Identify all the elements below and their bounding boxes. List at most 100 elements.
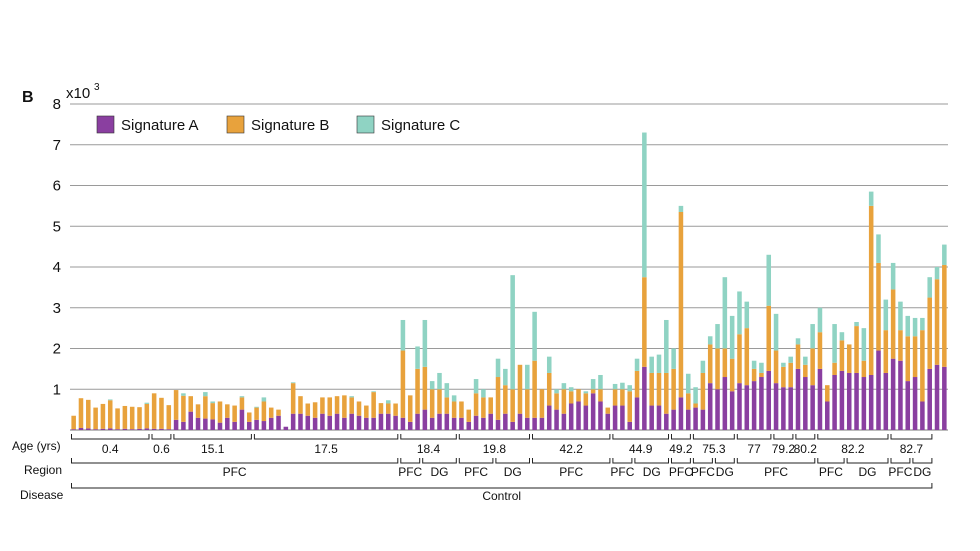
bar-segment-signature-c — [876, 234, 881, 263]
bar-segment-signature-a — [451, 417, 457, 430]
y-tick-label: 2 — [53, 341, 61, 358]
bar-segment-signature-a — [444, 413, 450, 430]
bar-segment-signature-a — [700, 409, 706, 431]
bar-segment-signature-a — [898, 360, 903, 430]
region-group-bracket — [400, 458, 421, 464]
region-group-label: PFC — [559, 465, 583, 479]
bar-segment-signature-b — [517, 364, 523, 414]
bar-segment-signature-b — [554, 393, 559, 410]
bar-segment-signature-b — [707, 344, 713, 384]
bar-segment-signature-b — [510, 389, 515, 422]
panel-label: B — [22, 89, 34, 106]
bar-segment-signature-a — [729, 391, 735, 430]
bar-segment-signature-a — [766, 370, 772, 430]
bar-segment-signature-b — [744, 328, 750, 386]
legend-swatch-signature-a — [96, 115, 115, 134]
bar-segment-signature-a — [407, 421, 413, 430]
bar-segment-signature-b — [810, 348, 815, 386]
bar-segment-signature-b — [86, 399, 91, 429]
bar-segment-signature-b — [503, 385, 508, 414]
bar-segment-signature-c — [290, 382, 296, 384]
bar-segment-signature-b — [832, 362, 837, 375]
y-tick-label: 1 — [53, 381, 61, 398]
bar-segment-signature-b — [100, 403, 106, 429]
bar-segment-signature-b — [407, 395, 413, 422]
bar-segment-signature-a — [759, 377, 764, 430]
bar-segment-signature-a — [568, 403, 574, 430]
bar-segment-signature-c — [781, 362, 786, 367]
bar-segment-signature-b — [861, 360, 867, 378]
age-group-bracket — [817, 434, 889, 440]
bar-segment-signature-c — [532, 311, 537, 361]
age-group-bracket — [400, 434, 457, 440]
bar-segment-signature-b — [568, 391, 574, 404]
legend-label-signature-b: Signature B — [251, 117, 329, 134]
bar-segment-signature-a — [854, 372, 859, 430]
bar-segment-signature-a — [773, 383, 779, 430]
bar-segment-signature-a — [459, 417, 464, 430]
bar-segment-signature-a — [810, 385, 815, 430]
bar-segment-signature-a — [210, 419, 215, 430]
bar-segment-signature-c — [751, 360, 757, 369]
bar-segment-signature-c — [510, 275, 515, 390]
age-group-label: 82.2 — [841, 442, 865, 456]
bar-segment-signature-b — [868, 205, 874, 375]
bar-segment-signature-b — [546, 372, 552, 406]
region-group-label: PFC — [691, 465, 715, 479]
bar-segment-signature-c — [942, 244, 947, 265]
bar-segment-signature-b — [261, 401, 267, 422]
age-group-bracket — [173, 434, 252, 440]
y-tick-label: 5 — [53, 218, 61, 235]
disease-group-label: Control — [482, 489, 521, 503]
bar-segment-signature-c — [868, 191, 874, 206]
bar-segment-signature-c — [729, 315, 735, 359]
bar-segment-signature-a — [334, 413, 340, 430]
bar-segment-signature-b — [627, 391, 632, 422]
bar-segment-signature-c — [927, 277, 932, 298]
bar-segment-signature-a — [144, 428, 150, 430]
region-group-bracket — [458, 458, 494, 464]
bar-segment-signature-a — [305, 415, 311, 430]
bar-segment-signature-a — [539, 417, 545, 430]
bar-segment-signature-c — [386, 400, 391, 404]
bar-segment-signature-c — [107, 399, 113, 401]
bar-segment-signature-c — [707, 336, 713, 345]
grid-lines — [70, 103, 948, 431]
bar-segment-signature-a — [195, 417, 201, 430]
bar-segment-signature-c — [371, 391, 376, 393]
age-group-bracket — [671, 434, 691, 440]
bar-segment-signature-c — [349, 396, 354, 398]
age-group-bracket — [795, 434, 816, 440]
bar-segment-signature-b — [715, 348, 720, 390]
bar-segment-signature-b — [451, 401, 457, 418]
bar-segment-signature-a — [203, 418, 208, 430]
bar-segment-signature-a — [517, 413, 523, 430]
bar-segment-signature-c — [481, 389, 486, 398]
scale-label: x10 — [66, 85, 90, 102]
scale-exponent: 3 — [94, 82, 100, 93]
bar-segment-signature-b — [671, 368, 676, 410]
bar-segment-signature-a — [920, 401, 925, 430]
bar-segment-signature-b — [312, 402, 318, 418]
bar-segment-signature-a — [100, 428, 106, 430]
bar-segment-signature-a — [78, 427, 84, 430]
age-group-bracket — [773, 434, 794, 440]
bar-segment-signature-b — [386, 403, 391, 414]
bar-segment-signature-a — [722, 377, 728, 430]
bar-segment-signature-b — [466, 409, 472, 422]
bar-segment-signature-b — [890, 289, 896, 359]
age-group-label: 18.4 — [417, 442, 441, 456]
bar-segment-signature-c — [671, 348, 676, 369]
bar-segment-signature-a — [290, 413, 296, 430]
bar-segment-signature-a — [554, 409, 559, 431]
bar-segment-signature-c — [444, 383, 450, 398]
bar-segment-signature-b — [934, 279, 940, 365]
y-tick-label: 8 — [53, 96, 61, 113]
bar-segment-signature-c — [239, 396, 245, 398]
region-group-bracket — [634, 458, 669, 464]
bar-segment-signature-a — [151, 428, 157, 430]
age-group-label: 17.5 — [314, 442, 338, 456]
bar-segment-signature-a — [751, 381, 757, 430]
bar-segment-signature-b — [825, 385, 830, 402]
bar-segment-signature-a — [137, 428, 142, 430]
